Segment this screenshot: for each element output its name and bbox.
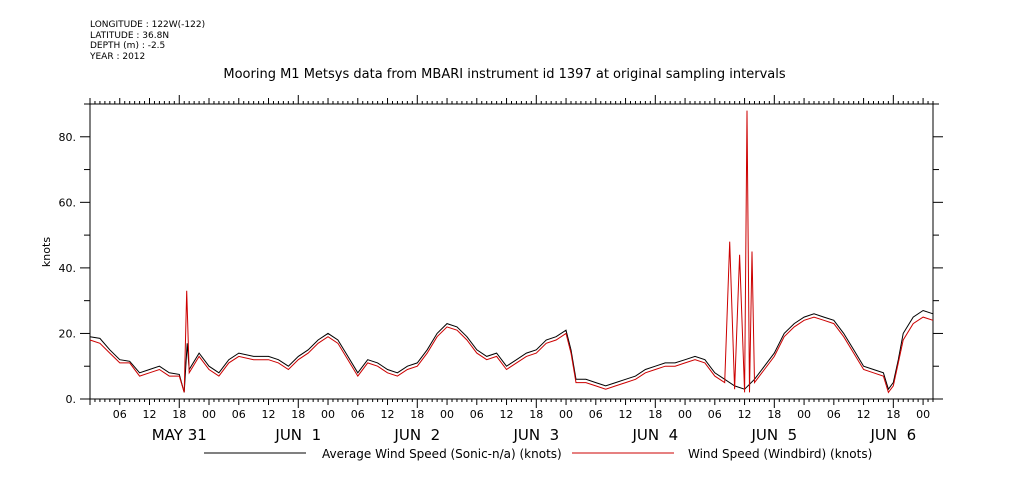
x-hour-label: 00 [202,408,216,421]
x-hour-label: 18 [648,408,662,421]
x-hour-label: 12 [381,408,395,421]
x-hour-label: 06 [232,408,246,421]
x-hour-label: 06 [708,408,722,421]
x-hour-label: 18 [529,408,543,421]
y-tick-label: 20. [59,327,77,340]
x-hour-label: 18 [291,408,305,421]
series-line-average-wind [89,309,934,393]
plot-frame [89,103,934,400]
x-day-labels: MAY 31 JUN 1 JUN 2 JUN 3 JUN 4 JUN 5 JUN 6 [152,426,916,444]
depth-label: DEPTH (m) : -2.5 [90,41,166,51]
x-hour-label: 00 [440,408,454,421]
x-hour-label: 00 [678,408,692,421]
y-tick-label: 60. [59,196,77,209]
y-tick-label: 40. [59,262,77,275]
x-hour-label: 00 [916,408,930,421]
axis-ticks [80,95,943,408]
latitude-label: LATITUDE : 36.8N [90,30,170,41]
x-hour-label: 00 [797,408,811,421]
x-hour-label: 06 [113,408,127,421]
legend-label-windbird: Wind Speed (Windbird) (knots) [688,447,872,461]
x-hour-label: 18 [410,408,424,421]
x-hour-label: 18 [886,408,900,421]
legend: Average Wind Speed (Sonic-n/a) (knots) W… [204,447,872,461]
x-hour-label: 12 [857,408,871,421]
series-lines [89,110,934,394]
x-hour-label: 06 [589,408,603,421]
y-tick-label: 80. [59,131,77,144]
x-day-label: JUN 4 [631,426,678,444]
x-day-label: MAY 31 [152,426,207,444]
x-hour-label: 00 [559,408,573,421]
chart-title: Mooring M1 Metsys data from MBARI instru… [223,67,786,82]
x-day-label: JUN 3 [512,426,559,444]
x-hour-label: 12 [262,408,276,421]
x-hour-label: 12 [500,408,514,421]
y-tick-label: 0. [66,393,77,406]
x-hour-label: 12 [619,408,633,421]
x-hour-label: 06 [351,408,365,421]
x-day-label: JUN 2 [393,426,440,444]
x-hour-label: 18 [172,408,186,421]
x-hour-label: 18 [767,408,781,421]
x-hour-label: 00 [321,408,335,421]
y-axis-label: knots [40,237,53,267]
series-line-windbird [89,110,934,394]
year-label: YEAR : 2012 [90,51,146,62]
x-hour-labels: 06 12 18 00 06 12 18 00 06 12 18 00 06 12 18 00 06 12 18 00… [113,408,930,421]
legend-label-average: Average Wind Speed (Sonic-n/a) (knots) [322,447,562,461]
x-day-label: JUN 6 [869,426,916,444]
x-hour-label: 06 [470,408,484,421]
longitude-label: LONGITUDE : 122W(-122) [90,20,206,30]
x-day-label: JUN 5 [750,426,797,444]
x-hour-label: 12 [738,408,752,421]
x-hour-label: 06 [827,408,841,421]
x-hour-label: 12 [143,408,157,421]
metadata-block: LONGITUDE : 122W(-122) LATITUDE : 36.8N … [90,20,205,62]
y-tick-labels: 0. 20. 40. 60. 80. [59,131,77,406]
x-day-label: JUN 1 [274,426,321,444]
